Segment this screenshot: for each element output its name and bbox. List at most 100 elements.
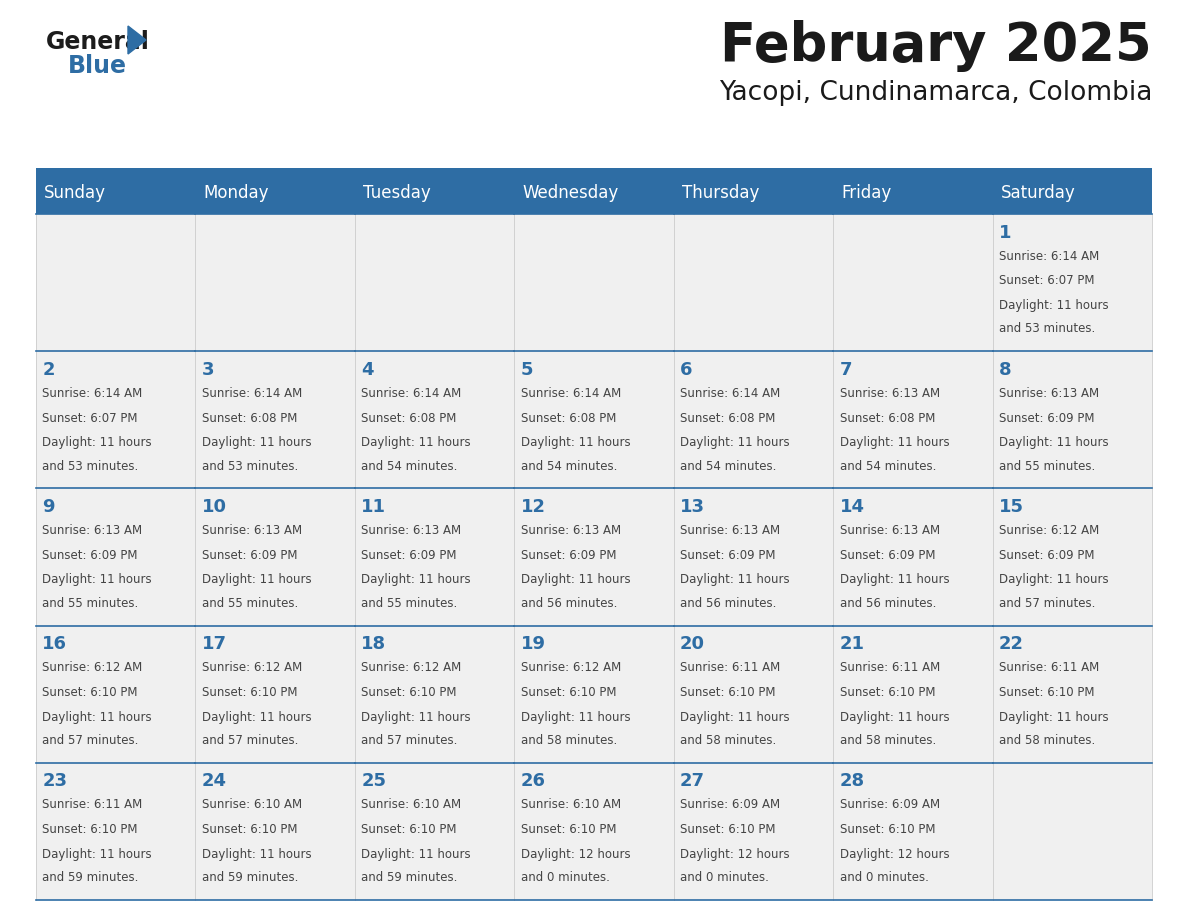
Bar <box>833 352 992 488</box>
Text: Sunset: 6:10 PM: Sunset: 6:10 PM <box>840 823 935 836</box>
Text: Thursday: Thursday <box>682 184 759 202</box>
Bar <box>196 625 355 763</box>
Text: Sunrise: 6:12 AM: Sunrise: 6:12 AM <box>999 524 1099 537</box>
Text: Daylight: 11 hours: Daylight: 11 hours <box>43 574 152 587</box>
Text: Sunset: 6:08 PM: Sunset: 6:08 PM <box>202 411 297 424</box>
Text: and 56 minutes.: and 56 minutes. <box>520 597 617 610</box>
Text: Sunrise: 6:11 AM: Sunrise: 6:11 AM <box>680 661 781 675</box>
Text: General: General <box>46 30 150 54</box>
Text: 25: 25 <box>361 772 386 790</box>
Text: 3: 3 <box>202 361 214 379</box>
Text: Daylight: 12 hours: Daylight: 12 hours <box>680 848 790 861</box>
Text: 24: 24 <box>202 772 227 790</box>
Bar <box>196 214 355 352</box>
Text: February 2025: February 2025 <box>720 20 1152 72</box>
Text: Sunset: 6:08 PM: Sunset: 6:08 PM <box>680 411 776 424</box>
Text: Sunset: 6:09 PM: Sunset: 6:09 PM <box>999 549 1094 562</box>
Text: 26: 26 <box>520 772 545 790</box>
Text: and 59 minutes.: and 59 minutes. <box>43 871 139 884</box>
Text: Sunset: 6:10 PM: Sunset: 6:10 PM <box>520 686 617 699</box>
Bar <box>514 352 674 488</box>
Text: and 56 minutes.: and 56 minutes. <box>680 597 777 610</box>
Text: Sunrise: 6:13 AM: Sunrise: 6:13 AM <box>840 524 940 537</box>
Bar <box>196 352 355 488</box>
Text: Daylight: 11 hours: Daylight: 11 hours <box>999 574 1108 587</box>
Text: and 55 minutes.: and 55 minutes. <box>43 597 139 610</box>
Text: Tuesday: Tuesday <box>362 184 430 202</box>
Text: Sunset: 6:08 PM: Sunset: 6:08 PM <box>840 411 935 424</box>
Text: Daylight: 11 hours: Daylight: 11 hours <box>361 711 470 723</box>
Text: and 53 minutes.: and 53 minutes. <box>999 322 1095 335</box>
Text: Sunrise: 6:12 AM: Sunrise: 6:12 AM <box>520 661 621 675</box>
Text: Daylight: 11 hours: Daylight: 11 hours <box>520 436 631 449</box>
Text: Daylight: 11 hours: Daylight: 11 hours <box>361 574 470 587</box>
Text: and 54 minutes.: and 54 minutes. <box>680 460 777 473</box>
Text: Sunrise: 6:14 AM: Sunrise: 6:14 AM <box>999 250 1099 263</box>
Text: Yacopi, Cundinamarca, Colombia: Yacopi, Cundinamarca, Colombia <box>719 80 1152 106</box>
Text: 19: 19 <box>520 635 545 654</box>
Text: Sunrise: 6:13 AM: Sunrise: 6:13 AM <box>680 524 781 537</box>
Text: and 57 minutes.: and 57 minutes. <box>999 597 1095 610</box>
Text: 4: 4 <box>361 361 374 379</box>
Text: Sunset: 6:09 PM: Sunset: 6:09 PM <box>43 549 138 562</box>
Text: Daylight: 11 hours: Daylight: 11 hours <box>202 848 311 861</box>
Bar <box>355 172 514 214</box>
Text: Wednesday: Wednesday <box>523 184 619 202</box>
Text: Sunset: 6:10 PM: Sunset: 6:10 PM <box>840 686 935 699</box>
Text: and 56 minutes.: and 56 minutes. <box>840 597 936 610</box>
Text: Daylight: 11 hours: Daylight: 11 hours <box>680 436 790 449</box>
Text: and 59 minutes.: and 59 minutes. <box>202 871 298 884</box>
Text: Sunset: 6:07 PM: Sunset: 6:07 PM <box>999 274 1094 287</box>
Text: 22: 22 <box>999 635 1024 654</box>
Bar <box>36 172 196 214</box>
Bar <box>514 488 674 625</box>
Text: and 57 minutes.: and 57 minutes. <box>43 734 139 747</box>
Text: Daylight: 11 hours: Daylight: 11 hours <box>840 574 949 587</box>
Text: Monday: Monday <box>203 184 268 202</box>
Bar <box>674 488 833 625</box>
Text: Daylight: 11 hours: Daylight: 11 hours <box>202 574 311 587</box>
Text: 16: 16 <box>43 635 68 654</box>
Text: Sunset: 6:10 PM: Sunset: 6:10 PM <box>361 686 456 699</box>
Text: and 55 minutes.: and 55 minutes. <box>202 597 298 610</box>
Bar <box>992 214 1152 352</box>
Text: Blue: Blue <box>68 54 127 78</box>
Text: Daylight: 11 hours: Daylight: 11 hours <box>999 711 1108 723</box>
Text: and 55 minutes.: and 55 minutes. <box>999 460 1095 473</box>
Text: and 58 minutes.: and 58 minutes. <box>999 734 1095 747</box>
Bar <box>992 488 1152 625</box>
Text: and 0 minutes.: and 0 minutes. <box>520 871 609 884</box>
Text: 9: 9 <box>43 498 55 516</box>
Text: Sunrise: 6:11 AM: Sunrise: 6:11 AM <box>999 661 1099 675</box>
Text: Daylight: 11 hours: Daylight: 11 hours <box>43 436 152 449</box>
Bar <box>674 172 833 214</box>
Bar <box>992 352 1152 488</box>
Text: Sunset: 6:10 PM: Sunset: 6:10 PM <box>202 823 297 836</box>
Text: Sunset: 6:09 PM: Sunset: 6:09 PM <box>361 549 456 562</box>
Text: Daylight: 11 hours: Daylight: 11 hours <box>43 711 152 723</box>
Text: Daylight: 11 hours: Daylight: 11 hours <box>999 299 1108 312</box>
Text: Sunrise: 6:12 AM: Sunrise: 6:12 AM <box>361 661 461 675</box>
Text: 6: 6 <box>680 361 693 379</box>
Text: Sunset: 6:10 PM: Sunset: 6:10 PM <box>43 823 138 836</box>
Bar <box>196 172 355 214</box>
Bar <box>674 763 833 900</box>
Bar <box>674 625 833 763</box>
Polygon shape <box>128 26 146 54</box>
Bar <box>992 763 1152 900</box>
Text: Sunset: 6:09 PM: Sunset: 6:09 PM <box>840 549 935 562</box>
Text: Daylight: 11 hours: Daylight: 11 hours <box>680 711 790 723</box>
Text: 10: 10 <box>202 498 227 516</box>
Text: Sunset: 6:09 PM: Sunset: 6:09 PM <box>680 549 776 562</box>
Text: Sunrise: 6:11 AM: Sunrise: 6:11 AM <box>840 661 940 675</box>
Text: 2: 2 <box>43 361 55 379</box>
Text: 17: 17 <box>202 635 227 654</box>
Text: Sunrise: 6:14 AM: Sunrise: 6:14 AM <box>361 386 461 400</box>
Text: Daylight: 11 hours: Daylight: 11 hours <box>999 436 1108 449</box>
Text: Daylight: 11 hours: Daylight: 11 hours <box>840 711 949 723</box>
Text: Sunrise: 6:14 AM: Sunrise: 6:14 AM <box>202 386 302 400</box>
Text: 23: 23 <box>43 772 68 790</box>
Bar <box>833 488 992 625</box>
Text: Sunrise: 6:13 AM: Sunrise: 6:13 AM <box>43 524 143 537</box>
Bar <box>992 625 1152 763</box>
